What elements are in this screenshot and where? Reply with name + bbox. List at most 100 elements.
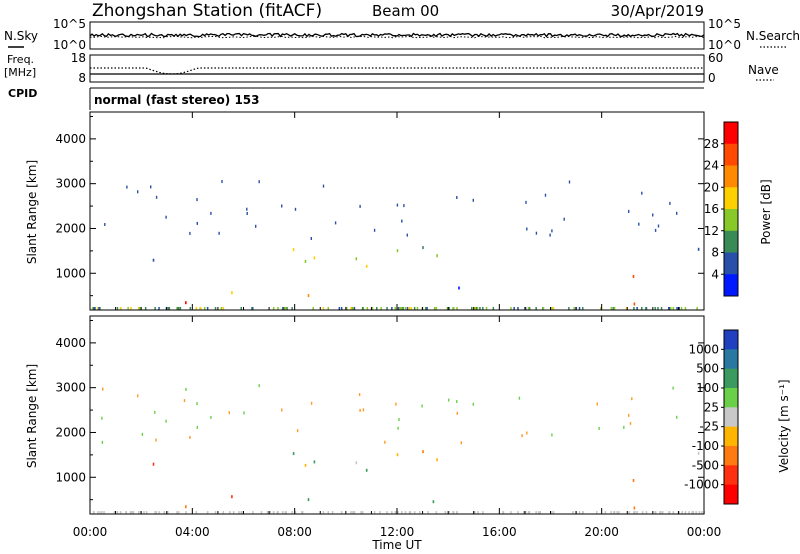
colorbar-tick-label: 8 [711, 246, 719, 260]
isolated-echo [521, 434, 523, 438]
near-range-echo [654, 511, 657, 514]
isolated-echo [641, 191, 643, 195]
near-range-echo [294, 511, 297, 514]
near-range-echo [641, 307, 643, 310]
near-range-echo [636, 307, 638, 310]
near-range-echo [376, 307, 378, 310]
near-range-echo [281, 511, 284, 514]
near-range-echo [676, 307, 678, 310]
near-range-echo [625, 307, 628, 310]
near-range-echo [406, 307, 409, 310]
scatter-echo [365, 468, 368, 472]
near-range-echo [678, 511, 680, 514]
near-range-echo [568, 307, 570, 310]
scatter-echo [307, 498, 310, 502]
near-range-echo [684, 511, 687, 514]
near-range-echo [528, 511, 531, 514]
x-tick-label: 04:00 [175, 525, 210, 539]
near-range-echo [535, 511, 537, 514]
near-range-echo [252, 307, 254, 310]
colorbar-swatch [724, 349, 738, 370]
near-range-echo [672, 511, 675, 514]
near-range-echo [680, 307, 683, 310]
near-range-echo [661, 511, 664, 514]
isolated-echo [189, 231, 191, 235]
near-range-echo [524, 511, 527, 514]
near-range-echo [130, 307, 132, 310]
near-range-echo [353, 307, 356, 310]
power-cbar-label: Power [dB] [759, 179, 773, 244]
near-range-echo [633, 511, 635, 514]
near-range-echo [612, 307, 614, 310]
near-range-echo [684, 307, 687, 310]
y-tick-label: 1000 [55, 266, 86, 280]
colorbar-swatch [724, 122, 738, 145]
freq-trace [90, 67, 704, 75]
colorbar-tick-label: 500 [696, 362, 719, 376]
near-range-echo [350, 307, 352, 310]
near-range-echo [177, 307, 179, 310]
near-range-echo [116, 511, 119, 514]
near-range-echo [214, 307, 217, 310]
near-range-echo [168, 307, 171, 310]
near-range-echo [610, 307, 613, 310]
colorbar-swatch [724, 143, 738, 166]
velocity-panel-frame [89, 315, 705, 515]
isolated-echo [373, 228, 376, 232]
scatter-echo [292, 452, 295, 456]
near-range-echo [476, 307, 479, 310]
near-range-echo [301, 511, 303, 514]
near-range-echo [91, 307, 94, 310]
near-range-echo [131, 511, 133, 514]
isolated-echo [258, 384, 260, 388]
isolated-echo [456, 400, 458, 403]
near-range-echo [419, 511, 421, 514]
near-range-echo [322, 511, 325, 514]
isolated-echo [631, 397, 633, 401]
near-range-echo [528, 307, 531, 310]
isolated-echo [137, 190, 139, 194]
isolated-echo [141, 432, 144, 436]
near-range-echo [93, 511, 95, 514]
freq-left-tick-top: 18 [71, 51, 86, 65]
noise-right-label: N.Search [746, 29, 800, 43]
near-range-echo [482, 307, 484, 310]
near-range-echo [444, 511, 447, 514]
near-range-echo [99, 511, 101, 514]
isolated-echo [472, 198, 474, 202]
near-range-echo [206, 307, 209, 310]
near-range-echo [668, 307, 671, 310]
near-range-echo [448, 511, 450, 514]
noise-left-tick-top: 10^5 [53, 17, 86, 31]
near-range-echo [327, 511, 329, 514]
near-range-echo [691, 511, 693, 514]
colorbar-tick-label: 25 [704, 400, 719, 414]
scatter-echo [396, 249, 399, 253]
scatter-echo [355, 461, 358, 465]
near-range-echo [167, 307, 170, 310]
colorbar-tick-label: -500 [692, 458, 719, 472]
near-range-echo [154, 307, 156, 310]
near-range-echo [645, 307, 647, 310]
colorbar-swatch [724, 446, 738, 466]
scatter-echo [185, 301, 187, 305]
near-range-echo [517, 307, 519, 310]
near-range-echo [361, 511, 364, 514]
near-range-echo [240, 307, 242, 310]
isolated-echo [294, 207, 297, 211]
x-tick-label: 16:00 [482, 525, 517, 539]
colorbar-swatch [724, 187, 738, 210]
near-range-echo [688, 511, 690, 514]
near-range-echo [346, 307, 348, 310]
near-range-echo [404, 511, 407, 514]
scatter-echo [231, 495, 233, 499]
near-range-echo [401, 511, 403, 514]
near-range-echo [537, 511, 540, 514]
isolated-echo [104, 223, 106, 226]
near-range-echo [551, 511, 553, 514]
near-range-echo [426, 307, 428, 310]
isolated-echo [401, 219, 403, 223]
near-range-echo [240, 511, 242, 514]
near-range-echo [291, 307, 293, 310]
isolated-echo [310, 401, 313, 405]
